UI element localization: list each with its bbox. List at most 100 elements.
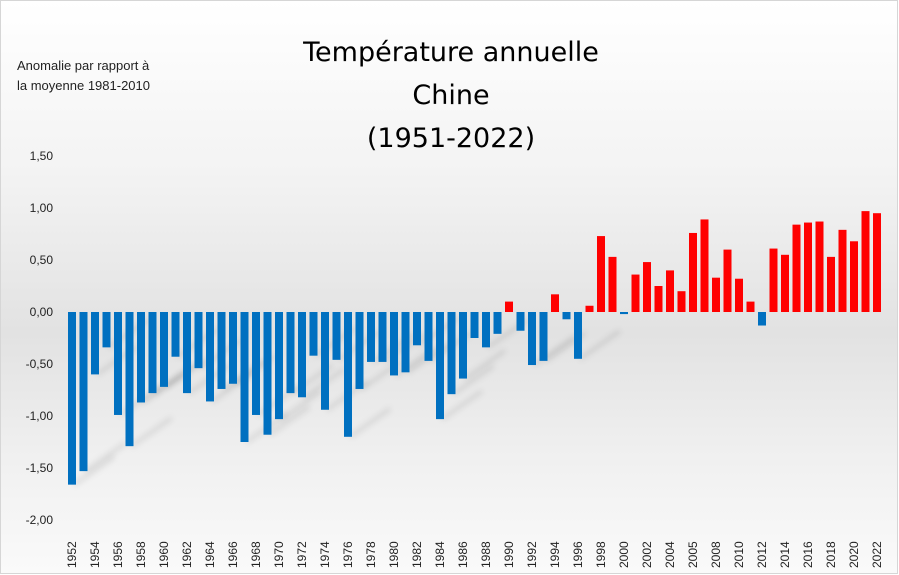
bar-1965 (217, 312, 226, 389)
x-tick-label: 1964 (203, 541, 217, 568)
bar-1967 (240, 312, 249, 442)
bar-2007 (700, 219, 709, 312)
x-tick-label: 1966 (226, 541, 240, 568)
x-tick-label: 1968 (249, 541, 263, 568)
chart-title-line-3: (1951-2022) (367, 123, 535, 154)
bars (68, 211, 881, 485)
bar-shadow (268, 405, 311, 437)
bar-1985 (447, 312, 456, 395)
bar-2015 (792, 224, 801, 312)
bar-1990 (505, 301, 513, 312)
bar-2004 (666, 270, 674, 312)
y-tick-label: -2,00 (26, 513, 54, 527)
bar-1989 (493, 312, 502, 334)
bar-2002 (643, 262, 651, 312)
bar-1995 (562, 312, 571, 320)
bar-1959 (148, 312, 157, 394)
bar-shadow (348, 407, 392, 439)
bar-1994 (551, 294, 559, 312)
bar-1992 (528, 312, 536, 366)
x-tick-label: 2020 (847, 541, 861, 568)
y-tick-label: 0,50 (30, 253, 54, 267)
bar-1983 (424, 312, 433, 361)
x-tick-label: 1986 (456, 541, 470, 568)
bar-1953 (79, 312, 88, 472)
bar-2016 (804, 222, 812, 312)
chart-title-line-2: Chine (412, 80, 489, 111)
bar-2006 (689, 232, 697, 312)
bar-1977 (355, 312, 364, 389)
bar-1966 (229, 312, 237, 384)
x-tick-label: 1982 (410, 541, 424, 568)
bar-1984 (436, 312, 444, 420)
x-tick-label: 2005 (686, 541, 700, 568)
y-tick-label: -0,50 (26, 357, 54, 371)
bar-2018 (827, 256, 835, 312)
bar-1975 (332, 312, 341, 360)
x-tick-label: 1992 (525, 541, 539, 568)
bar-1982 (413, 312, 421, 346)
bar-2005 (677, 291, 686, 312)
bar-1970 (275, 312, 283, 420)
bar-2012 (758, 312, 766, 326)
y-tick-label: -1,50 (26, 461, 54, 475)
x-tick-label: 1988 (479, 541, 493, 568)
bar-1978 (367, 312, 375, 362)
bar-1998 (597, 236, 605, 312)
x-tick-label: 1954 (88, 541, 102, 568)
bar-shadow (279, 389, 323, 421)
x-tick-label: 1976 (341, 541, 355, 568)
x-tick-label: 1962 (180, 541, 194, 568)
x-tick-label: 1980 (387, 541, 401, 568)
bar-2009 (723, 249, 732, 312)
x-tick-label: 2012 (755, 541, 769, 568)
bar-2011 (746, 301, 755, 312)
bar-1964 (206, 312, 214, 402)
bar-2008 (712, 277, 720, 312)
bar-2000 (620, 312, 628, 315)
x-tick-label: 1956 (111, 541, 125, 568)
y-tick-label: -1,00 (26, 409, 54, 423)
y-tick-label: 1,50 (30, 149, 54, 163)
bar-2003 (654, 286, 663, 312)
x-tick-label: 1990 (502, 541, 516, 568)
x-tick-label: 1998 (594, 541, 608, 568)
bar-1960 (160, 312, 168, 387)
x-tick-label: 2016 (801, 541, 815, 568)
bar-1956 (114, 312, 122, 415)
y-axis-label: Anomalie par rapport à la moyenne 1981-2… (17, 58, 150, 93)
bar-1997 (585, 305, 594, 312)
bar-1976 (344, 312, 352, 437)
bar-1968 (252, 312, 260, 415)
x-tick-label: 2008 (709, 541, 723, 568)
y-axis-label-line-2: la moyenne 1981-2010 (17, 78, 150, 93)
bar-shadow (440, 389, 484, 421)
x-tick-label: 1978 (364, 541, 378, 568)
bar-shadow (578, 329, 622, 361)
bar-1963 (194, 312, 203, 369)
bar-shadow (452, 364, 495, 396)
bar-2001 (631, 274, 640, 312)
x-tick-label: 2000 (617, 541, 631, 568)
bar-2021 (861, 211, 870, 312)
x-tick-label: 2010 (732, 541, 746, 568)
y-axis-label-line-1: Anomalie par rapport à (17, 58, 150, 73)
chart-title: Température annuelle Chine (1951-2022) (302, 37, 599, 154)
bar-1981 (401, 312, 410, 373)
bar-1987 (470, 312, 479, 338)
x-tick-label: 2014 (778, 541, 792, 568)
bar-1969 (263, 312, 272, 435)
bar-2013 (769, 248, 778, 312)
x-tick-label: 1958 (134, 541, 148, 568)
bar-1958 (137, 312, 145, 403)
bar-1991 (516, 312, 525, 331)
bar-shadow (72, 455, 116, 487)
bar-1974 (321, 312, 329, 410)
bar-1971 (286, 312, 295, 394)
bar-2022 (873, 213, 881, 312)
x-tick-label: 1970 (272, 541, 286, 568)
chart-title-line-1: Température annuelle (302, 37, 599, 68)
bar-1955 (102, 312, 111, 348)
bar-2017 (815, 221, 824, 312)
